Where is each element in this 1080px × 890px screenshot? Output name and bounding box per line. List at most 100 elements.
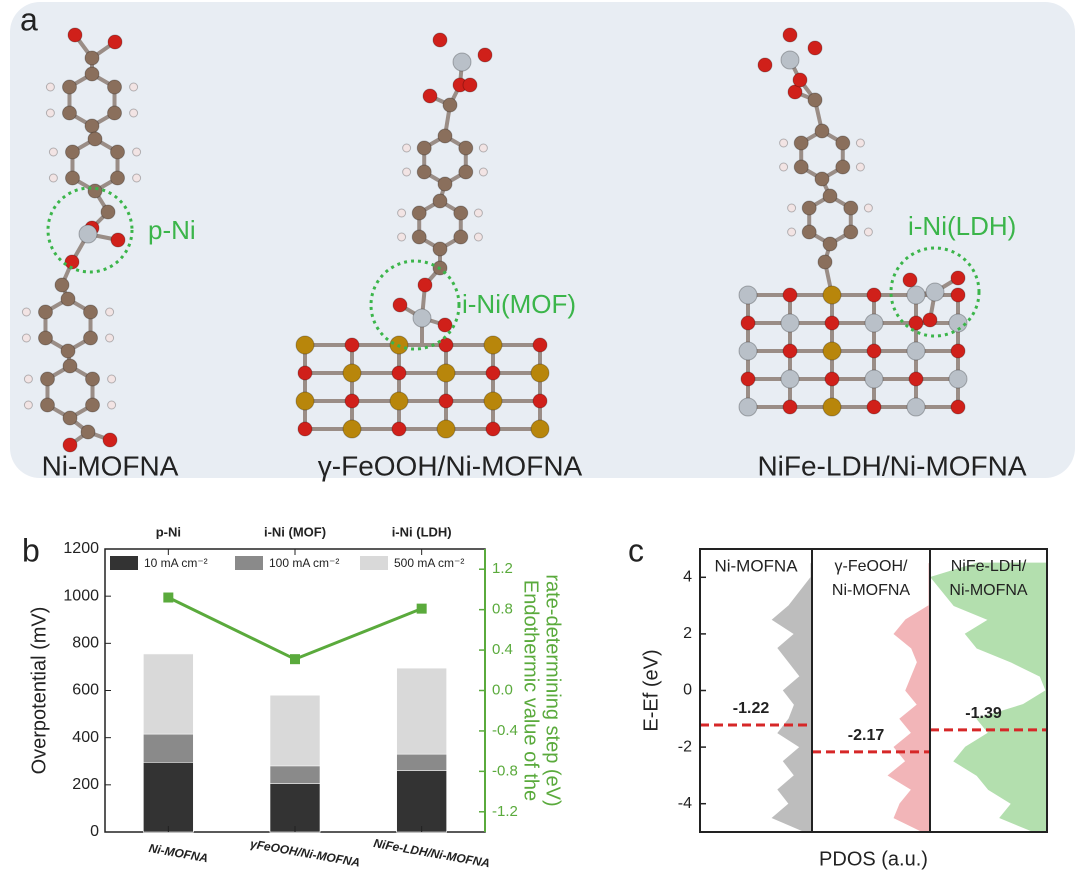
atom: [822, 285, 842, 305]
panel-letter: c: [628, 532, 644, 568]
atom: [132, 147, 142, 157]
atom: [922, 312, 938, 328]
atom: [432, 32, 448, 48]
subpanel-title: NiFe-LDH/: [951, 558, 1027, 575]
atom: [402, 143, 412, 153]
d-band-label: -1.39: [965, 705, 1002, 722]
atom: [822, 397, 842, 417]
atom: [740, 371, 756, 387]
bar: [143, 762, 194, 833]
atom: [863, 227, 873, 237]
atom: [67, 27, 83, 43]
atom: [779, 162, 789, 172]
legend-label: 100 mA cm⁻²: [269, 556, 339, 570]
atom: [437, 176, 453, 192]
atom: [21, 307, 31, 317]
atom: [438, 337, 454, 353]
atom: [855, 138, 865, 148]
atom: [478, 143, 488, 153]
site-circle: [369, 259, 461, 351]
pdos-area: [930, 562, 1047, 833]
atom: [779, 138, 789, 148]
atom: [107, 105, 123, 121]
atom: [442, 97, 458, 113]
panel-letter: b: [22, 532, 40, 568]
atom: [866, 287, 882, 303]
atom: [80, 424, 96, 440]
atom: [950, 343, 966, 359]
atom: [864, 313, 884, 333]
atom: [822, 341, 842, 361]
atom: [532, 337, 548, 353]
atom: [478, 167, 488, 177]
x-tick-label: NiFe-LDH/Ni-MOFNA: [372, 836, 491, 870]
atom: [37, 330, 53, 346]
y2-tick-label: -1.2: [492, 803, 518, 820]
atom: [822, 236, 838, 252]
atom: [738, 341, 758, 361]
atom: [432, 241, 448, 257]
structure-name: γ-FeOOH/Ni-MOFNA: [318, 450, 583, 481]
atom: [902, 272, 918, 288]
y2-tick-label: -0.8: [492, 762, 518, 779]
atom: [132, 173, 142, 183]
atom: [110, 144, 126, 160]
atom: [397, 208, 407, 218]
panel-a-background: [10, 2, 1075, 478]
atom: [485, 365, 501, 381]
legend-label: 10 mA cm⁻²: [144, 556, 208, 570]
atom: [48, 173, 58, 183]
atom: [64, 144, 80, 160]
atom: [105, 307, 115, 317]
y-tick-label: -2: [678, 738, 692, 755]
atom: [950, 399, 966, 415]
atom: [39, 371, 55, 387]
atom: [397, 232, 407, 242]
atom: [392, 297, 408, 313]
y-axis-label: Overpotential (mV): [28, 607, 50, 775]
atom: [950, 287, 966, 303]
atom: [824, 371, 840, 387]
legend-label: 500 mA cm⁻²: [394, 556, 464, 570]
atom: [458, 140, 474, 156]
panel-letter: a: [20, 1, 38, 37]
atom: [780, 50, 800, 70]
x-top-label: p-Ni: [156, 524, 181, 539]
atom: [411, 229, 427, 245]
atom: [787, 84, 803, 100]
atom: [416, 164, 432, 180]
atom: [417, 277, 433, 293]
atom: [477, 47, 493, 63]
atom: [411, 205, 427, 221]
atom: [452, 52, 472, 72]
subpanel-title: Ni-MOFNA: [832, 582, 911, 599]
atom: [906, 341, 926, 361]
y-tick-label: -4: [678, 795, 692, 812]
atom: [787, 203, 797, 213]
atom: [436, 363, 456, 383]
atom: [62, 437, 78, 453]
atom: [342, 363, 362, 383]
line-marker: [290, 654, 300, 665]
x-top-label: i-Ni (MOF): [264, 524, 326, 539]
y-axis-label: E-Ef (eV): [640, 649, 662, 731]
y-tick-label: 600: [72, 682, 99, 699]
y2-tick-label: 1.2: [492, 560, 513, 577]
atom: [437, 317, 453, 333]
atom: [792, 72, 808, 88]
atom: [84, 118, 100, 134]
atom: [925, 282, 945, 302]
atom: [843, 224, 859, 240]
atom: [866, 343, 882, 359]
subpanel-title: Ni-MOFNA: [714, 556, 798, 575]
atom: [23, 374, 33, 384]
atom: [807, 40, 823, 56]
bar: [396, 770, 447, 833]
atom: [62, 410, 78, 426]
atom: [807, 92, 823, 108]
site-circle: [46, 186, 134, 274]
atom: [83, 304, 99, 320]
atom: [129, 108, 139, 118]
atom: [793, 159, 809, 175]
atom: [412, 308, 432, 328]
